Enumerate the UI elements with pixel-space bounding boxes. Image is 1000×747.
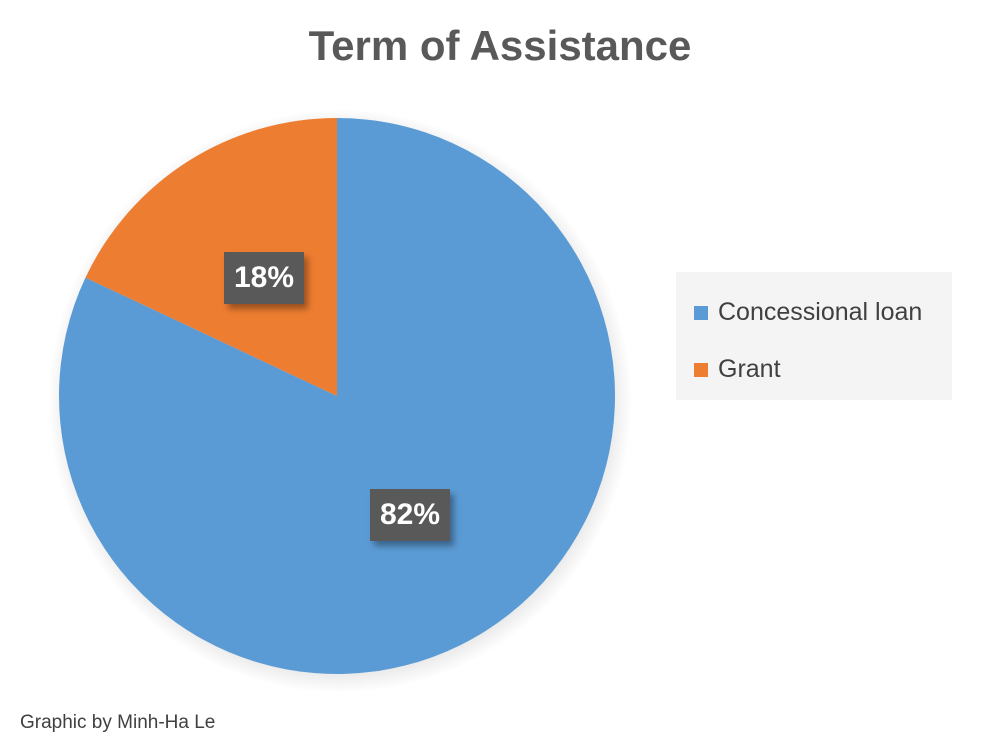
legend-label: Grant [718,355,781,383]
legend-item-grant: Grant [694,355,781,384]
pie-slice-grant [85,118,338,396]
data-label-concessional-loan: 82% [370,489,450,541]
legend: Concessional loan Grant [676,272,952,400]
credit-text: Graphic by Minh-Ha Le [20,712,216,733]
legend-item-concessional-loan: Concessional loan [694,298,922,327]
legend-swatch [694,362,708,377]
data-label-grant: 18% [224,252,304,304]
chart-title: Term of Assistance [308,22,692,69]
legend-swatch [694,305,708,320]
legend-label: Concessional loan [718,298,923,326]
